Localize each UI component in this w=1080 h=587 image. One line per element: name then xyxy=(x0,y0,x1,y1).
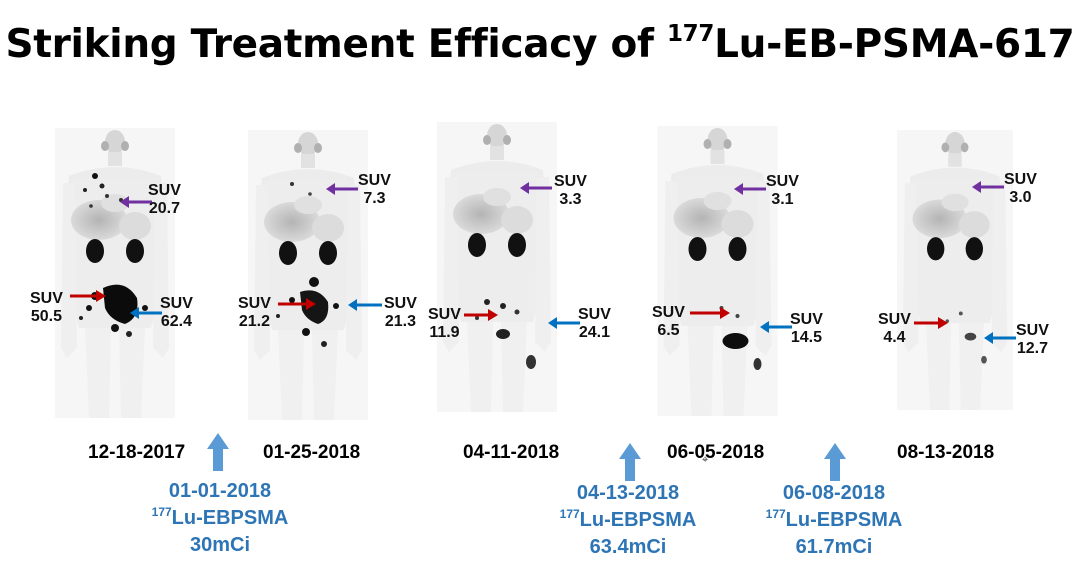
suv-label-blue-1: SUV 62.4 xyxy=(160,295,193,330)
blue-arrow-5 xyxy=(984,332,1016,344)
pet-scan-5 xyxy=(895,130,1015,410)
red-arrow-5 xyxy=(914,317,948,329)
scan-date-2: 01-25-2018 xyxy=(263,442,361,463)
purple-arrow-4 xyxy=(734,183,766,195)
suv-label-purple-5: SUV 3.0 xyxy=(1004,171,1037,206)
pet-scan-2 xyxy=(248,130,368,420)
suv-label-purple-4: SUV 3.1 xyxy=(766,173,799,208)
suv-label-red-1: SUV 50.5 xyxy=(30,290,63,325)
red-arrow-4 xyxy=(690,307,730,319)
purple-arrow-3 xyxy=(520,182,552,194)
blue-arrow-2 xyxy=(348,299,382,311)
pet-scan-1 xyxy=(55,128,175,418)
purple-arrow-5 xyxy=(972,181,1004,193)
suv-label-red-3: SUV 11.9 xyxy=(428,306,461,341)
mouse-cursor-icon: ⌖ xyxy=(702,454,709,466)
suv-label-blue-3: SUV 24.1 xyxy=(578,306,611,341)
scan-date-3: 04-11-2018 xyxy=(463,442,560,463)
red-arrow-2 xyxy=(278,298,316,310)
suv-label-blue-4: SUV 14.5 xyxy=(790,311,823,346)
suv-label-blue-5: SUV 12.7 xyxy=(1016,322,1049,357)
blue-arrow-4 xyxy=(760,321,792,333)
red-arrow-1 xyxy=(70,290,106,302)
up-arrow-icon-1 xyxy=(207,433,229,471)
suv-label-red-5: SUV 4.4 xyxy=(878,311,911,346)
page-title: Striking Treatment Efficacy of 177Lu-EB-… xyxy=(5,21,1075,67)
scan-date-1: 12-18-2017 xyxy=(88,442,186,463)
blue-arrow-3 xyxy=(548,317,580,329)
treatment-3: 06-08-2018 177Lu-EBPSMA 61.7mCi xyxy=(765,482,903,558)
treatment-1: 01-01-2018 177Lu-EBPSMA 30mCi xyxy=(151,480,289,556)
suv-label-purple-2: SUV 7.3 xyxy=(358,172,391,207)
scan-date-5: 08-13-2018 xyxy=(897,442,995,463)
suv-label-purple-3: SUV 3.3 xyxy=(554,173,587,208)
red-arrow-3 xyxy=(464,309,498,321)
suv-label-purple-1: SUV 20.7 xyxy=(148,182,181,217)
scan-date-4: 06-05-2018 xyxy=(667,442,765,463)
up-arrow-icon-3 xyxy=(824,443,846,481)
pet-scan-4 xyxy=(655,126,780,416)
suv-label-blue-2: SUV 21.3 xyxy=(384,295,417,330)
purple-arrow-2 xyxy=(326,183,358,195)
suv-label-red-4: SUV 6.5 xyxy=(652,304,685,339)
blue-arrow-1 xyxy=(130,307,162,319)
treatment-2: 04-13-2018 177Lu-EBPSMA 63.4mCi xyxy=(559,482,697,558)
pet-scan-3 xyxy=(432,122,562,412)
purple-arrow-1 xyxy=(120,196,152,208)
up-arrow-icon-2 xyxy=(619,443,641,481)
suv-label-red-2: SUV 21.2 xyxy=(238,295,271,330)
